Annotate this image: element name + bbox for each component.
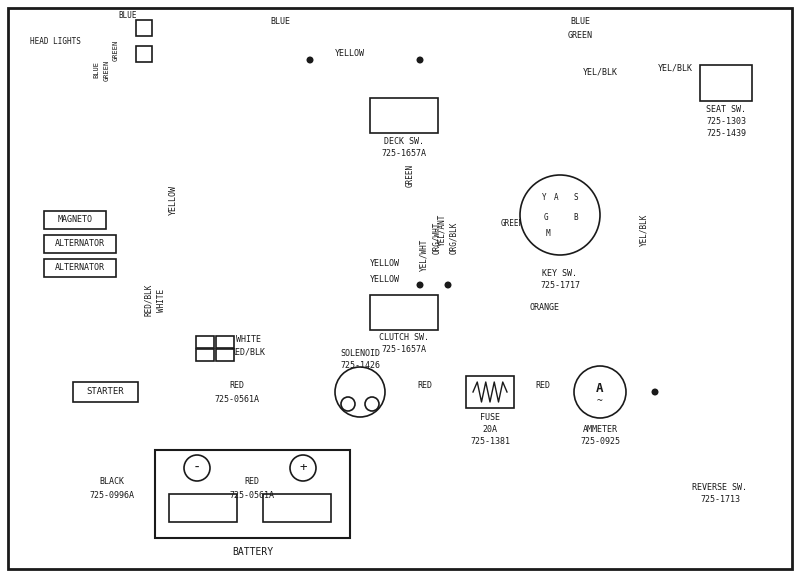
Text: RED: RED <box>245 478 259 486</box>
Text: MAGNETO: MAGNETO <box>58 215 93 224</box>
Text: 725-1713: 725-1713 <box>700 496 740 504</box>
Text: 725-0561A: 725-0561A <box>214 395 259 403</box>
Text: RED: RED <box>230 380 245 389</box>
Text: YELLOW: YELLOW <box>370 260 400 268</box>
Text: RED: RED <box>535 380 550 389</box>
Text: STARTER: STARTER <box>86 388 124 396</box>
Text: GREEN: GREEN <box>113 39 119 61</box>
Text: FUSE: FUSE <box>480 414 500 422</box>
Bar <box>196 336 214 348</box>
Bar <box>216 336 234 348</box>
Circle shape <box>574 366 626 418</box>
Text: 725-1439: 725-1439 <box>706 129 746 138</box>
Text: A: A <box>596 381 604 395</box>
Bar <box>44 259 116 277</box>
Text: A: A <box>554 193 558 201</box>
Text: YEL/BLK: YEL/BLK <box>639 214 649 246</box>
Circle shape <box>651 388 658 395</box>
Text: GREEN: GREEN <box>501 219 523 228</box>
Bar <box>370 295 438 330</box>
Text: M: M <box>546 228 550 238</box>
Bar <box>263 494 331 522</box>
Text: REVERSE SW.: REVERSE SW. <box>693 484 747 493</box>
Text: BLUE: BLUE <box>118 10 138 20</box>
Text: 20A: 20A <box>482 425 498 434</box>
Text: WHITE: WHITE <box>157 288 166 312</box>
Text: YEL/BLK: YEL/BLK <box>582 68 618 77</box>
Text: RED: RED <box>418 380 433 389</box>
Text: RED/BLK: RED/BLK <box>145 284 154 316</box>
Text: KEY SW.: KEY SW. <box>542 268 578 278</box>
Text: CLUTCH SW.: CLUTCH SW. <box>379 334 429 343</box>
Text: HEAD LIGHTS: HEAD LIGHTS <box>30 38 81 47</box>
Text: 725-1381: 725-1381 <box>470 437 510 447</box>
Text: WHITE: WHITE <box>235 335 261 343</box>
Text: GREEN: GREEN <box>104 59 110 81</box>
Text: 725-1303: 725-1303 <box>706 118 746 126</box>
Circle shape <box>341 397 355 411</box>
Text: Y: Y <box>542 193 546 201</box>
Text: +: + <box>299 462 306 474</box>
Circle shape <box>417 57 423 63</box>
Text: BATTERY: BATTERY <box>232 547 273 557</box>
Circle shape <box>290 455 316 481</box>
Bar <box>73 382 138 402</box>
Text: RED/BLK: RED/BLK <box>230 347 266 357</box>
Text: AMMETER: AMMETER <box>582 425 618 434</box>
Text: 725-1717: 725-1717 <box>540 280 580 290</box>
Text: BLUE: BLUE <box>270 17 290 27</box>
Bar <box>44 235 116 253</box>
Bar <box>370 98 438 133</box>
Bar <box>216 349 234 361</box>
Text: S: S <box>574 193 578 201</box>
Text: YEL/ANT: YEL/ANT <box>438 214 446 246</box>
Text: BLACK: BLACK <box>99 478 125 486</box>
Text: G: G <box>544 212 548 222</box>
Circle shape <box>184 455 210 481</box>
Text: 725-0925: 725-0925 <box>580 437 620 447</box>
Text: YEL/BLK: YEL/BLK <box>658 63 693 73</box>
Text: ORANGE: ORANGE <box>530 304 560 313</box>
Bar <box>700 65 752 101</box>
Bar <box>136 46 152 62</box>
Text: GREEN: GREEN <box>567 32 593 40</box>
Bar <box>466 376 514 408</box>
Circle shape <box>306 57 314 63</box>
Text: BLUE: BLUE <box>93 62 99 78</box>
Text: YEL/WHT: YEL/WHT <box>419 239 429 271</box>
Text: 725-1657A: 725-1657A <box>382 344 426 354</box>
Bar <box>196 349 214 361</box>
Text: 725-1657A: 725-1657A <box>382 148 426 158</box>
Circle shape <box>445 282 451 288</box>
Text: ALTERNATOR: ALTERNATOR <box>55 264 105 272</box>
Text: ALTERNATOR: ALTERNATOR <box>55 239 105 249</box>
Text: 725-1426: 725-1426 <box>340 362 380 370</box>
Text: -: - <box>193 461 201 475</box>
Text: 725-0996A: 725-0996A <box>90 492 134 500</box>
Bar <box>169 494 237 522</box>
Text: ORG/WHT: ORG/WHT <box>433 222 442 254</box>
Circle shape <box>365 397 379 411</box>
Text: ~: ~ <box>597 396 603 406</box>
Bar <box>44 211 106 229</box>
Text: DECK SW.: DECK SW. <box>384 137 424 147</box>
Text: YELLOW: YELLOW <box>335 50 365 58</box>
Text: SEAT SW.: SEAT SW. <box>706 106 746 114</box>
Text: YELLOW: YELLOW <box>370 275 400 283</box>
Circle shape <box>417 282 423 288</box>
Text: YELLOW: YELLOW <box>169 185 178 215</box>
Text: ORG/BLK: ORG/BLK <box>450 222 458 254</box>
Text: B: B <box>574 212 578 222</box>
Circle shape <box>520 175 600 255</box>
Text: SOLENOID: SOLENOID <box>340 350 380 358</box>
Text: GREEN: GREEN <box>406 163 414 186</box>
Text: BLUE: BLUE <box>570 17 590 27</box>
Bar <box>155 450 350 538</box>
Circle shape <box>335 367 385 417</box>
Bar <box>136 20 152 36</box>
Text: 725-0561A: 725-0561A <box>230 492 274 500</box>
